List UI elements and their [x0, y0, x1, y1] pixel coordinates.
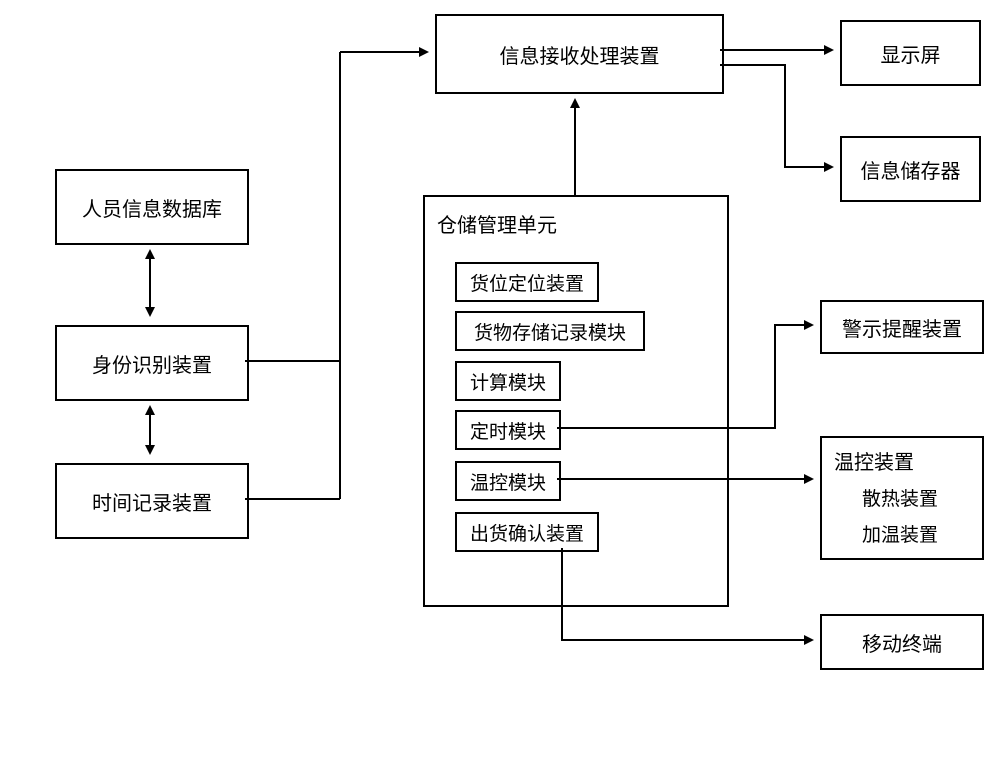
node-warn: 警示提醒装置 — [820, 300, 984, 354]
node-label: 货物存储记录模块 — [474, 318, 626, 345]
node-label: 温控模块 — [470, 468, 546, 495]
node-info-store: 信息储存器 — [840, 136, 981, 202]
inner-timer: 定时模块 — [455, 410, 561, 450]
node-identity: 身份识别装置 — [55, 325, 249, 401]
node-temp-heat: 加温装置 — [862, 520, 938, 547]
node-label: 人员信息数据库 — [82, 193, 222, 222]
node-label: 散热装置 — [862, 489, 938, 510]
node-time-rec: 时间记录装置 — [55, 463, 249, 539]
node-label: 加温装置 — [862, 525, 938, 546]
node-label: 信息储存器 — [861, 155, 961, 184]
node-label: 移动终端 — [862, 628, 942, 657]
inner-ship: 出货确认装置 — [455, 512, 599, 552]
node-temp-cool: 散热装置 — [862, 484, 938, 511]
node-display: 显示屏 — [840, 20, 981, 86]
diagram-canvas: 人员信息数据库 身份识别装置 时间记录装置 信息接收处理装置 显示屏 信息储存器… — [0, 0, 1000, 768]
inner-loc-pos: 货位定位装置 — [455, 262, 599, 302]
node-label: 信息接收处理装置 — [500, 40, 660, 69]
node-mobile: 移动终端 — [820, 614, 984, 670]
node-info-proc: 信息接收处理装置 — [435, 14, 724, 94]
node-label: 显示屏 — [881, 39, 941, 68]
node-label: 身份识别装置 — [92, 349, 212, 378]
inner-temp-mod: 温控模块 — [455, 461, 561, 501]
inner-calc: 计算模块 — [455, 361, 561, 401]
node-label: 警示提醒装置 — [842, 313, 962, 342]
node-temp-ctrl: 温控装置 散热装置 加温装置 — [820, 436, 984, 560]
node-label: 温控装置 — [834, 446, 914, 475]
node-label: 货位定位装置 — [470, 269, 584, 296]
node-label: 出货确认装置 — [470, 519, 584, 546]
node-label: 仓储管理单元 — [437, 209, 557, 238]
node-label: 时间记录装置 — [92, 487, 212, 516]
inner-goods-rec: 货物存储记录模块 — [455, 311, 645, 351]
node-label: 计算模块 — [470, 368, 546, 395]
node-label: 定时模块 — [470, 417, 546, 444]
node-personnel-db: 人员信息数据库 — [55, 169, 249, 245]
